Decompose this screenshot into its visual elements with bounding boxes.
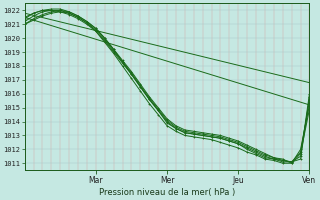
X-axis label: Pression niveau de la mer( hPa ): Pression niveau de la mer( hPa )	[99, 188, 235, 197]
